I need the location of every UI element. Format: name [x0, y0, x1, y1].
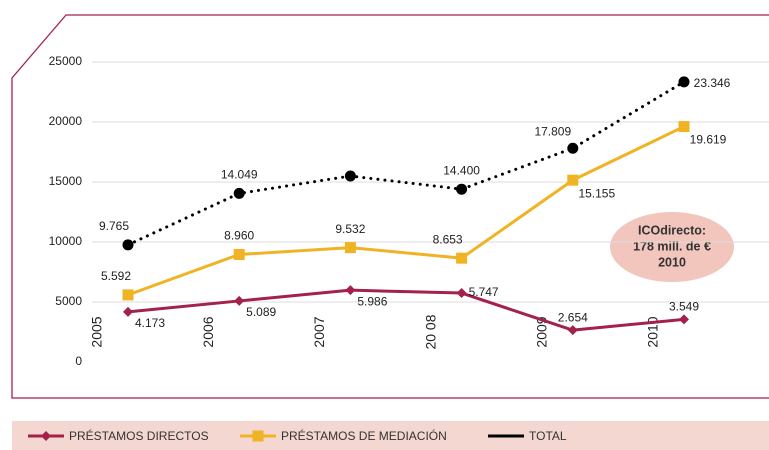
legend-label: TOTAL	[529, 429, 567, 443]
frame	[11, 14, 769, 399]
marker	[678, 121, 690, 133]
x-tick-label: 2009	[534, 316, 550, 347]
marker	[678, 76, 690, 88]
data-label: 4.173	[135, 316, 165, 330]
marker	[233, 248, 245, 260]
legend-band	[12, 421, 769, 450]
marker	[122, 239, 134, 251]
annotation-line: 178 mill. de €	[633, 239, 711, 253]
series-line	[127, 125, 685, 297]
x-tick-label: 2005	[89, 316, 105, 347]
data-label: 9.532	[335, 222, 365, 236]
marker	[345, 285, 356, 296]
legend-label: PRÉSTAMOS DE MEDIACIÓN	[281, 428, 447, 443]
marker	[456, 252, 468, 264]
data-label: 3.549	[669, 300, 699, 314]
y-tick-label: 15000	[49, 174, 83, 188]
series: 9.765 14.049 14.400 17.809 23.346	[99, 76, 731, 251]
marker	[567, 174, 579, 186]
legend-label: PRÉSTAMOS DIRECTOS	[69, 428, 209, 443]
marker	[41, 431, 51, 441]
marker	[234, 295, 245, 306]
annotation-bubble	[610, 212, 734, 282]
y-tick-label: 20000	[49, 114, 83, 128]
marker	[122, 289, 134, 301]
y-tick-label: 0	[75, 354, 82, 368]
marker	[123, 306, 133, 317]
data-label: 17.809	[534, 124, 571, 138]
annotation-line: 2010	[658, 255, 686, 269]
marker	[679, 314, 689, 325]
data-label: 5.986	[357, 294, 387, 308]
data-label: 5.747	[469, 285, 499, 299]
x-tick-label: 20 08	[422, 314, 438, 349]
annotation-line: ICOdirecto:	[638, 223, 706, 237]
data-label: 5.089	[246, 305, 276, 319]
marker	[344, 170, 356, 182]
marker	[456, 288, 467, 299]
marker	[252, 430, 264, 442]
data-label: 14.400	[443, 163, 480, 177]
series: 4.173 5.089 5.986 5.747 2.654 3.549	[123, 285, 699, 336]
data-label: 5.592	[101, 269, 131, 283]
data-label: 23.346	[694, 76, 731, 90]
y-tick-label: 25000	[49, 54, 83, 68]
data-label: 19.619	[690, 133, 727, 147]
data-label: 15.155	[578, 186, 615, 200]
marker	[233, 187, 245, 199]
data-label: 8.653	[433, 232, 463, 246]
marker	[456, 183, 468, 195]
marker	[567, 325, 578, 336]
y-tick-label: 5000	[55, 294, 82, 308]
data-label: 2.654	[558, 310, 588, 324]
marker	[344, 242, 356, 254]
series-line	[127, 288, 685, 332]
data-label: 14.049	[221, 168, 258, 182]
data-label: 8.960	[224, 229, 254, 243]
data-label: 9.765	[99, 219, 129, 233]
series: 5.592 8.960 9.532 8.653 15.155 19.619	[101, 121, 727, 301]
x-tick-label: 2007	[311, 316, 327, 347]
y-tick-label: 10000	[49, 234, 83, 248]
series-line	[126, 80, 686, 247]
marker	[567, 142, 579, 154]
x-tick-label: 2006	[200, 316, 216, 347]
